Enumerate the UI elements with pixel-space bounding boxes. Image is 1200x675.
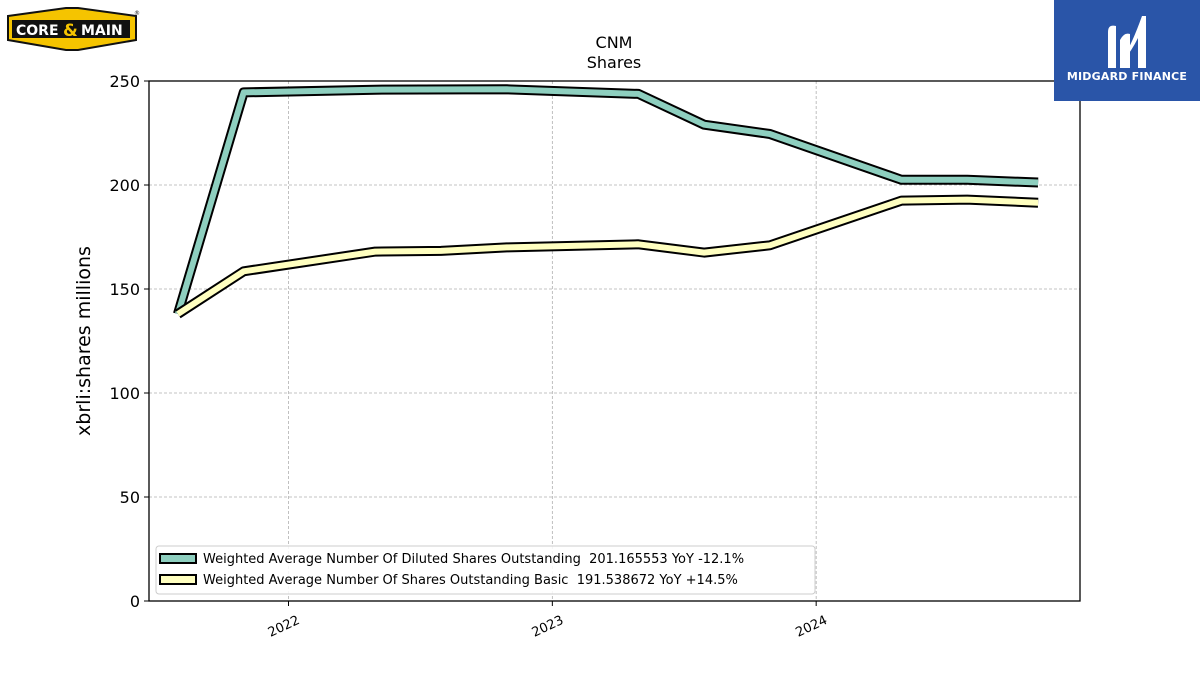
series-line-outline — [175, 194, 1039, 319]
logo-text-amp: & — [63, 21, 78, 41]
y-ticks: 0 50 100 150 200 250 — [109, 72, 149, 611]
midgard-finance-text: MIDGARD FINANCE — [1066, 70, 1188, 83]
series-lines — [173, 84, 1039, 319]
grid-lines — [149, 80, 1080, 602]
y-tick-label: 100 — [109, 384, 140, 403]
series-line — [175, 86, 1039, 315]
legend-swatch — [159, 574, 197, 585]
x-tick-label: 2024 — [794, 613, 830, 641]
legend-swatch — [159, 553, 197, 564]
legend-label: Weighted Average Number Of Shares Outsta… — [203, 573, 738, 588]
x-ticks: 2022 2023 2024 — [266, 601, 830, 641]
y-tick-label: 200 — [109, 176, 140, 195]
y-tick-label: 250 — [109, 72, 140, 91]
x-tick-label: 2022 — [266, 613, 302, 641]
y-tick-label: 50 — [120, 488, 140, 507]
y-axis-label: xbrli:shares millions — [73, 246, 95, 436]
series-line — [176, 196, 1039, 317]
logo-text-core: CORE — [16, 23, 59, 39]
midgard-m-icon — [1108, 16, 1146, 69]
legend: Weighted Average Number Of Diluted Share… — [155, 545, 816, 595]
y-tick-label: 0 — [130, 592, 140, 611]
logo-text-main: MAIN — [81, 23, 123, 39]
legend-box — [155, 545, 816, 595]
y-tick-label: 150 — [109, 280, 140, 299]
core-and-main-logo: CORE & MAIN ® — [7, 7, 140, 51]
logo-registered-mark: ® — [134, 10, 140, 17]
midgard-finance-logo: MIDGARD FINANCE — [1054, 0, 1200, 101]
chart-title: CNM — [596, 33, 633, 52]
plot-frame — [148, 80, 1081, 602]
x-tick-label: 2023 — [530, 613, 566, 641]
chart-subtitle: Shares — [587, 53, 642, 72]
legend-label: Weighted Average Number Of Diluted Share… — [203, 552, 744, 567]
